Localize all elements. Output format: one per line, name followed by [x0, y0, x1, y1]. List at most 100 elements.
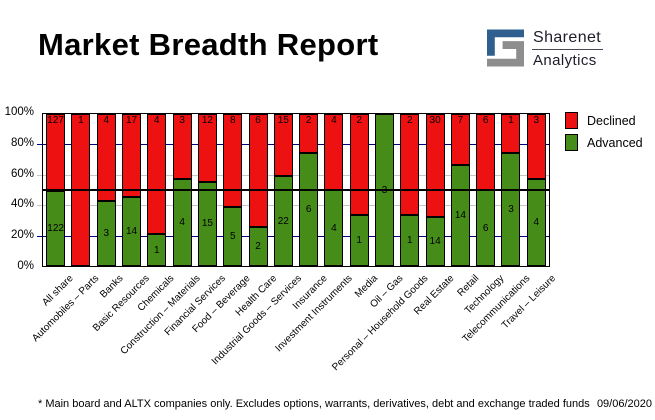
- advanced-segment: 122: [46, 191, 66, 266]
- declined-segment: 1: [501, 114, 521, 153]
- declined-value-label: 3: [533, 115, 540, 126]
- gridline-40: [43, 205, 549, 206]
- advanced-segment: 2: [248, 227, 268, 266]
- y-tick-label-0pct: 0%: [17, 260, 34, 272]
- stacked-bar-1: 127 122: [46, 114, 66, 266]
- advanced-segment: 1: [400, 214, 420, 266]
- declined-segment: 4: [147, 114, 167, 235]
- y-tick-mark-60: [37, 175, 42, 176]
- advanced-value-label: 14: [125, 226, 138, 238]
- advanced-segment: 4: [172, 179, 192, 266]
- stacked-bar-16: 30 14: [425, 114, 445, 266]
- declined-value-label: 8: [229, 115, 236, 126]
- declined-segment: 4: [96, 114, 116, 201]
- declined-value-label: 12: [201, 115, 213, 126]
- y-tick-mark-20: [37, 236, 42, 237]
- y-tick-label-80pct: 80%: [10, 137, 34, 149]
- declined-value-label: 17: [125, 115, 138, 126]
- advanced-segment: 14: [425, 216, 445, 266]
- advanced-segment: 14: [122, 197, 142, 266]
- declined-value-label: 4: [331, 115, 337, 126]
- declined-segment: 2: [299, 114, 319, 153]
- declined-value-label: 127: [47, 115, 64, 126]
- logo-name: Sharenet: [532, 29, 604, 50]
- bar-slot: 15 22: [271, 114, 296, 266]
- advanced-value-label: 15: [201, 218, 213, 230]
- advanced-segment: 14: [450, 165, 470, 266]
- declined-segment: 17: [122, 114, 142, 198]
- y-tick-label-100pct: 100%: [4, 106, 34, 118]
- advanced-segment: 6: [476, 190, 496, 266]
- advanced-value-label: 1: [154, 244, 160, 256]
- declined-value-label: 2: [407, 115, 413, 126]
- gridline-60: [43, 175, 549, 176]
- advanced-segment: 4: [324, 190, 344, 266]
- advanced-value-label: 5: [229, 231, 236, 243]
- footnote-text: * Main board and ALTX companies only. Ex…: [38, 398, 590, 410]
- declined-segment: 127: [46, 114, 66, 192]
- declined-segment: 15: [273, 114, 293, 176]
- sharenet-logo-text: Sharenet Analytics: [532, 29, 604, 69]
- advanced-segment: 6: [299, 153, 319, 266]
- gridline-80: [43, 144, 549, 145]
- declined-segment: 6: [248, 114, 268, 227]
- advanced-value-label: 6: [305, 204, 312, 215]
- advanced-segment: 5: [223, 207, 243, 266]
- plot-area: 1271221431714413412158562152226442132130…: [42, 113, 550, 267]
- advanced-segment: 22: [273, 176, 293, 266]
- declined-segment: 3: [172, 114, 192, 180]
- y-tick-label-40pct: 40%: [10, 198, 34, 210]
- advanced-value-label: 1: [407, 234, 413, 246]
- declined-value-label: 3: [179, 115, 185, 126]
- advanced-value-label: 4: [179, 217, 185, 229]
- declined-segment: 2: [400, 114, 420, 215]
- stacked-bar-7: 12 15: [197, 114, 217, 266]
- advanced-segment: 3: [96, 200, 116, 266]
- legend-label-declined: Declined: [587, 113, 636, 128]
- declined-value-label: 6: [255, 115, 261, 126]
- declined-value-label: 4: [154, 115, 160, 126]
- y-axis-labels: 0% 20% 40% 60% 80% 100%: [0, 106, 37, 272]
- legend-row-advanced: Advanced: [565, 134, 643, 151]
- declined-value-label: 2: [356, 115, 362, 126]
- advanced-value-label: 2: [255, 241, 261, 252]
- declined-value-label: 15: [277, 115, 289, 126]
- y-tick-label-20pct: 20%: [10, 229, 34, 241]
- declined-segment: 30: [425, 114, 445, 217]
- declined-segment: 7: [450, 114, 470, 166]
- advanced-value-label: 6: [482, 222, 489, 234]
- page-title: Market Breadth Report: [38, 27, 379, 62]
- declined-segment: 4: [324, 114, 344, 190]
- bar-slot: 30 14: [422, 114, 447, 266]
- advanced-segment: 4: [526, 179, 546, 266]
- bar-slot: 17 14: [119, 114, 144, 266]
- advanced-value-label: 4: [533, 217, 540, 229]
- advanced-value-label: 3: [508, 204, 514, 215]
- fifty-percent-line: [43, 189, 549, 191]
- advanced-segment: 1: [349, 214, 369, 266]
- advanced-segment: 3: [501, 153, 521, 266]
- declined-value-label: 1: [78, 115, 84, 126]
- declined-swatch: [565, 112, 578, 129]
- advanced-segment: 15: [197, 181, 217, 266]
- y-tick-mark-80: [37, 144, 42, 145]
- y-tick-mark-40: [37, 205, 42, 206]
- advanced-value-label: 14: [454, 210, 466, 222]
